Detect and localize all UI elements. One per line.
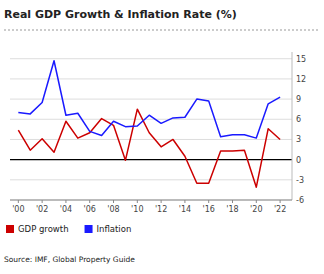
x-tick-label: '16: [203, 205, 215, 214]
x-tick: [256, 200, 257, 203]
plot-area: [18, 61, 280, 187]
grid-line: [10, 58, 292, 59]
y-tick-label: 6: [296, 115, 301, 124]
x-tick-label: '08: [107, 205, 119, 214]
grid-line: [10, 179, 292, 180]
x-tick-label: '22: [274, 205, 286, 214]
y-tick-label: 15: [296, 55, 306, 64]
x-tick: [18, 200, 19, 203]
legend-label: GDP growth: [18, 224, 69, 234]
x-tick-label: '04: [60, 205, 72, 214]
title: Real GDP Growth & Inflation Rate (%): [4, 8, 237, 21]
x-tick: [184, 200, 185, 203]
x-tick-label: '18: [226, 205, 238, 214]
x-tick: [280, 200, 281, 203]
x-tick-label: '02: [36, 205, 48, 214]
zero-line: [10, 159, 292, 160]
separator: [4, 30, 320, 31]
grid-line: [10, 99, 292, 100]
x-tick-label: '10: [131, 205, 143, 214]
annotation: Source: IMF, Global Property Guide: [4, 255, 135, 264]
x-tick: [89, 200, 90, 203]
y-tick-label: 0: [296, 156, 301, 165]
grid-line: [10, 139, 292, 140]
y-tick-label: 3: [296, 135, 301, 144]
x-tick: [65, 200, 66, 203]
x-tick: [42, 200, 43, 203]
series-line: [18, 61, 280, 138]
x-tick-label: '12: [155, 205, 167, 214]
x-tick-label: '14: [179, 205, 191, 214]
y-tick-label: -3: [296, 176, 304, 185]
x-tick-label: '06: [84, 205, 96, 214]
x-tick: [232, 200, 233, 203]
x-tick-label: '20: [250, 205, 262, 214]
y-tick-label: 9: [296, 95, 301, 104]
legend-swatch: [6, 225, 14, 233]
legend-label: Inflation: [97, 224, 132, 234]
grid-line: [10, 119, 292, 120]
x-tick: [113, 200, 114, 203]
y-tick-label: -6: [296, 196, 304, 205]
grid-line: [10, 78, 292, 79]
x-tick: [137, 200, 138, 203]
x-tick-label: '00: [12, 205, 24, 214]
y-axis-line: [292, 52, 293, 200]
series-line: [18, 109, 280, 187]
grid-line: [10, 200, 292, 201]
legend-swatch: [85, 225, 93, 233]
y-tick-label: 12: [296, 75, 306, 84]
x-tick: [161, 200, 162, 203]
x-axis-line: [10, 200, 292, 201]
x-tick: [208, 200, 209, 203]
chart: Real GDP Growth & Inflation Rate (%) -6 -3…: [0, 0, 324, 274]
